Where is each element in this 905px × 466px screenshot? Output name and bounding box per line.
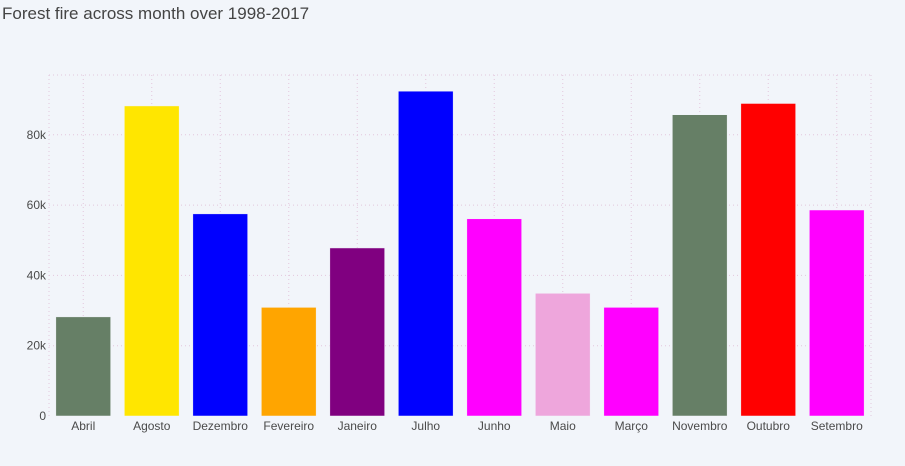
x-tick-label: Fevereiro [263, 419, 314, 433]
x-tick-label: Agosto [133, 419, 171, 433]
bar-dezembro[interactable] [192, 213, 248, 417]
bar-julho[interactable] [398, 90, 454, 417]
y-tick-label: 80k [27, 128, 47, 142]
x-tick-label: Maio [550, 419, 576, 433]
bars [55, 90, 865, 417]
chart-title: Forest fire across month over 1998-2017 [2, 4, 310, 23]
bar-abril[interactable] [55, 316, 111, 417]
x-axis-ticks: Abril Agosto Dezembro Fevereiro Janeiro Julho… [71, 419, 863, 433]
y-tick-label: 0 [39, 409, 46, 423]
x-tick-label: Julho [411, 419, 440, 433]
bar-outubro[interactable] [740, 103, 796, 417]
x-tick-label: Abril [71, 419, 95, 433]
bar-janeiro[interactable] [329, 247, 385, 417]
bar-junho[interactable] [466, 218, 522, 417]
bar-agosto[interactable] [124, 105, 180, 417]
bar-fevereiro[interactable] [261, 307, 317, 417]
bar-setembro[interactable] [809, 209, 865, 417]
y-axis-ticks: 0 20k 40k 60k 80k [27, 128, 47, 423]
x-tick-label: Novembro [672, 419, 728, 433]
x-tick-label: Setembro [811, 419, 863, 433]
x-tick-label: Março [615, 419, 649, 433]
x-tick-label: Dezembro [193, 419, 249, 433]
x-tick-label: Janeiro [338, 419, 378, 433]
x-tick-label: Outubro [747, 419, 791, 433]
bar-maio[interactable] [535, 293, 591, 417]
y-tick-label: 20k [27, 339, 47, 353]
bar-março[interactable] [603, 307, 659, 417]
x-tick-label: Junho [478, 419, 511, 433]
y-tick-label: 40k [27, 268, 47, 282]
y-tick-label: 60k [27, 198, 47, 212]
bar-novembro[interactable] [672, 114, 728, 417]
